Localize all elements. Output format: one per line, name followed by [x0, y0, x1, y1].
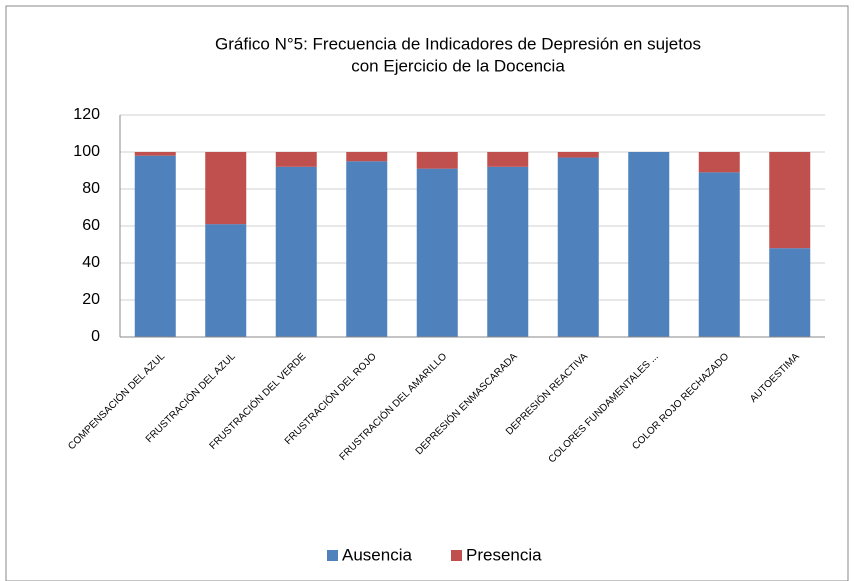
bar-segment	[346, 161, 388, 337]
bar-segment	[205, 152, 247, 225]
chart-title: Gráfico N°5: Frecuencia de Indicadores d…	[215, 34, 701, 53]
bar-segment	[134, 152, 176, 156]
chart-title: con Ejercicio de la Docencia	[351, 56, 565, 75]
bar-segment	[628, 152, 670, 337]
bar-segment	[769, 152, 811, 249]
bar-segment	[557, 157, 599, 337]
y-tick-label: 100	[73, 143, 100, 160]
bar-segment	[416, 152, 458, 169]
y-tick-label: 80	[82, 180, 100, 197]
bar-segment	[698, 152, 740, 173]
bar-segment	[487, 166, 529, 337]
bar-segment	[205, 224, 247, 337]
legend-swatch	[327, 550, 338, 561]
legend-label: Presencia	[466, 545, 542, 564]
y-tick-label: 120	[73, 106, 100, 123]
bar-segment	[275, 166, 317, 337]
bar-segment	[346, 152, 388, 162]
bar-segment	[557, 152, 599, 158]
bar-segment	[487, 152, 529, 167]
bar-segment	[698, 172, 740, 337]
y-tick-label: 0	[91, 328, 100, 345]
bar-segment	[769, 248, 811, 337]
legend-label: Ausencia	[342, 545, 412, 564]
bar-segment	[416, 168, 458, 337]
y-tick-label: 20	[82, 291, 100, 308]
bar-segment	[275, 152, 317, 167]
bar-segment	[134, 155, 176, 337]
y-tick-label: 60	[82, 217, 100, 234]
y-tick-label: 40	[82, 254, 100, 271]
legend-swatch	[451, 550, 462, 561]
